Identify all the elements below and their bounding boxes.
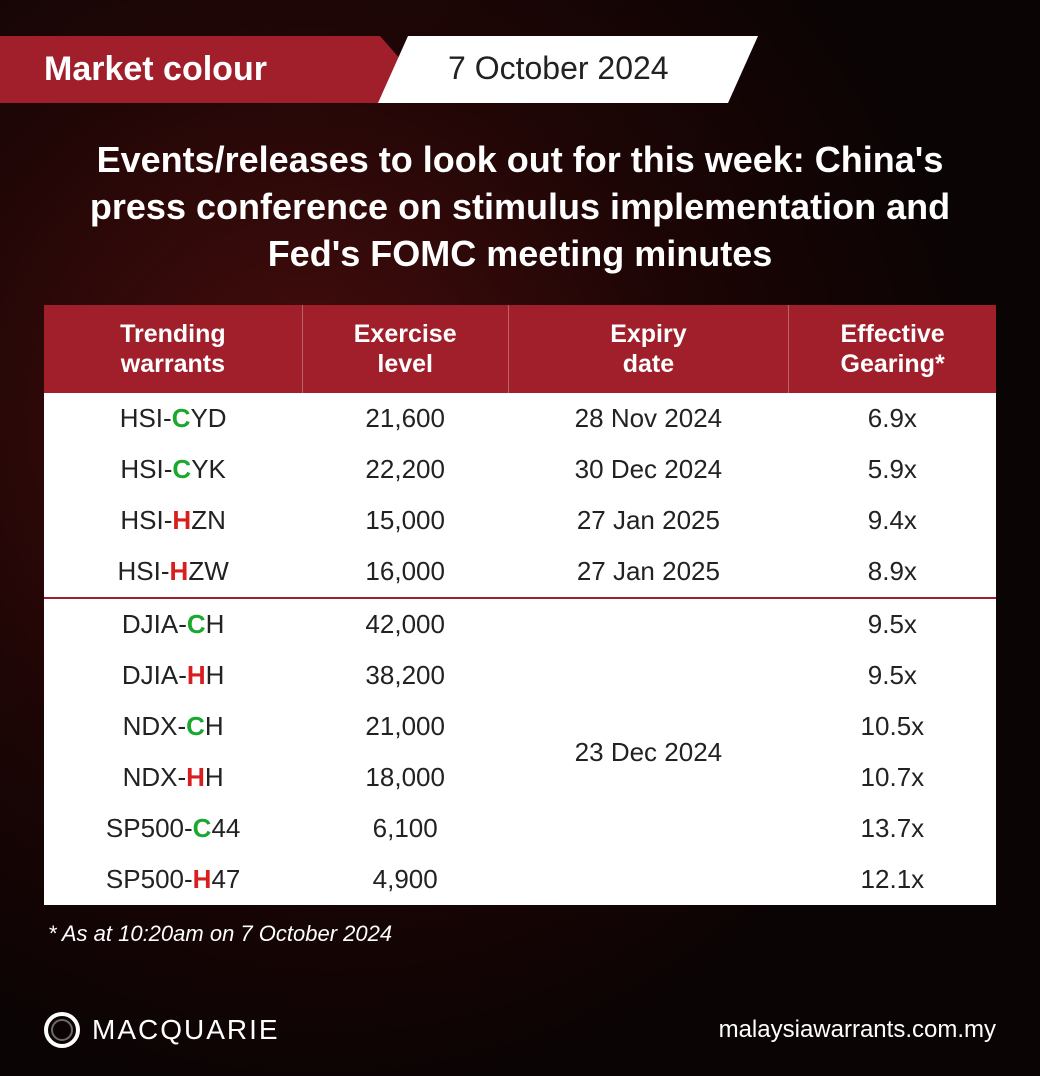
exercise-level: 42,000 [302,598,508,650]
col-expiry: Expirydate [508,305,789,393]
table-row: HSI-HZN 15,000 27 Jan 2025 9.4x [44,495,996,546]
gearing: 8.9x [789,546,996,598]
banner-title: Market colour [0,36,380,103]
warrant-name: NDX-CH [44,701,302,752]
headline: Events/releases to look out for this wee… [0,103,1040,305]
warrant-name: DJIA-CH [44,598,302,650]
banner: Market colour 7 October 2024 [0,36,1040,103]
expiry-date: 27 Jan 2025 [508,546,789,598]
expiry-date: 27 Jan 2025 [508,495,789,546]
gearing: 5.9x [789,444,996,495]
gearing: 10.7x [789,752,996,803]
exercise-level: 21,600 [302,393,508,444]
table-row: HSI-CYK 22,200 30 Dec 2024 5.9x [44,444,996,495]
warrant-name: SP500-H47 [44,854,302,905]
brand-name: MACQUARIE [92,1014,280,1046]
warrant-name: HSI-CYK [44,444,302,495]
footer: MACQUARIE malaysiawarrants.com.my [0,1012,1040,1048]
warrant-name: HSI-HZN [44,495,302,546]
expiry-date: 30 Dec 2024 [508,444,789,495]
col-exercise: Exerciselevel [302,305,508,393]
expiry-date: 28 Nov 2024 [508,393,789,444]
gearing: 9.4x [789,495,996,546]
gearing: 9.5x [789,650,996,701]
brand-logo: MACQUARIE [44,1012,280,1048]
exercise-level: 4,900 [302,854,508,905]
warrant-name: SP500-C44 [44,803,302,854]
warrant-name: HSI-HZW [44,546,302,598]
warrant-name: DJIA-HH [44,650,302,701]
expiry-date-merged: 23 Dec 2024 [508,598,789,905]
gearing: 13.7x [789,803,996,854]
exercise-level: 22,200 [302,444,508,495]
table-body: HSI-CYD 21,600 28 Nov 2024 6.9x HSI-CYK … [44,393,996,905]
warrants-table-wrap: Trendingwarrants Exerciselevel Expirydat… [44,305,996,905]
table-header-row: Trendingwarrants Exerciselevel Expirydat… [44,305,996,393]
banner-date: 7 October 2024 [378,36,758,103]
gearing: 9.5x [789,598,996,650]
table-row: HSI-CYD 21,600 28 Nov 2024 6.9x [44,393,996,444]
gearing: 10.5x [789,701,996,752]
table-row: DJIA-CH 42,000 23 Dec 2024 9.5x [44,598,996,650]
table-row: HSI-HZW 16,000 27 Jan 2025 8.9x [44,546,996,598]
col-trending: Trendingwarrants [44,305,302,393]
warrant-name: NDX-HH [44,752,302,803]
exercise-level: 18,000 [302,752,508,803]
exercise-level: 38,200 [302,650,508,701]
exercise-level: 16,000 [302,546,508,598]
exercise-level: 15,000 [302,495,508,546]
exercise-level: 21,000 [302,701,508,752]
footnote: * As at 10:20am on 7 October 2024 [0,905,1040,947]
ring-icon [44,1012,80,1048]
warrant-name: HSI-CYD [44,393,302,444]
col-gearing: EffectiveGearing* [789,305,996,393]
gearing: 6.9x [789,393,996,444]
exercise-level: 6,100 [302,803,508,854]
warrants-table: Trendingwarrants Exerciselevel Expirydat… [44,305,996,905]
gearing: 12.1x [789,854,996,905]
